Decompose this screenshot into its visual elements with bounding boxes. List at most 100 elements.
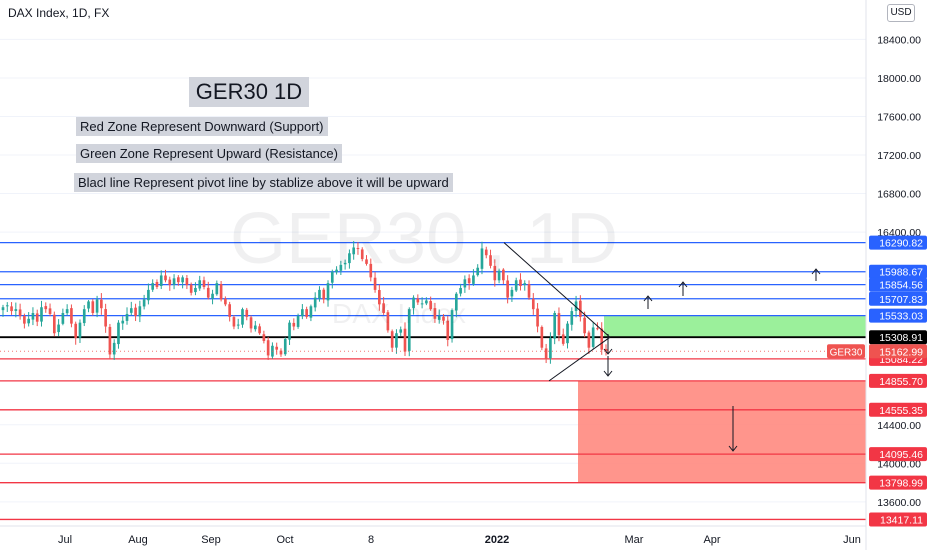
candle-body <box>219 284 223 300</box>
level-tag-bg <box>869 277 927 292</box>
level-tag-bg <box>869 447 927 462</box>
candle <box>386 310 390 333</box>
candle <box>570 307 574 331</box>
candle-body <box>600 328 604 350</box>
level-tag-text: 15308.91 <box>879 332 923 344</box>
candle-body <box>5 305 9 307</box>
current-price-value: 15162.99 <box>879 346 923 358</box>
current-price-value-bg <box>869 344 927 359</box>
arrow-up-icon <box>678 281 688 296</box>
candle <box>245 307 249 321</box>
candle <box>519 273 522 291</box>
candle <box>241 307 244 328</box>
candle <box>360 247 364 262</box>
candle <box>484 246 488 259</box>
candle <box>390 329 394 352</box>
level-tag-bg <box>869 308 927 323</box>
candle-body <box>506 280 509 298</box>
candle <box>159 270 163 290</box>
candle <box>476 264 480 277</box>
level-price-tag: 14555.35 <box>869 402 927 417</box>
arrow-down-icon <box>603 334 613 355</box>
level-price-tag: 15308.91 <box>869 330 927 345</box>
candle <box>155 279 159 290</box>
candle <box>5 302 9 312</box>
candle-body <box>561 334 565 344</box>
candle-body <box>134 307 137 316</box>
candle-body <box>91 301 95 314</box>
level-tag-text: 14855.70 <box>879 376 923 388</box>
candle <box>87 300 90 313</box>
candle <box>23 313 26 329</box>
candle-body <box>527 284 531 298</box>
candle-body <box>125 313 129 321</box>
candle-body <box>570 311 574 325</box>
candle-body <box>117 322 120 345</box>
candle <box>318 286 321 302</box>
level-lines <box>0 241 866 521</box>
candle-body <box>181 277 184 283</box>
candle-body <box>574 301 578 311</box>
candle <box>420 297 424 309</box>
x-tick-label: 8 <box>368 534 374 546</box>
candle-body <box>172 278 176 285</box>
candle <box>18 303 22 320</box>
candle-body <box>356 248 360 250</box>
candle-body <box>566 323 569 344</box>
candle-body <box>253 325 257 330</box>
candle-body <box>44 306 48 310</box>
candle-body <box>412 297 415 309</box>
candle <box>125 307 129 325</box>
candle-body <box>403 328 407 352</box>
currency-button[interactable]: USD <box>887 4 915 22</box>
x-tick-label: Aug <box>128 534 148 546</box>
candle <box>604 344 608 356</box>
candle-body <box>52 314 56 334</box>
candle-body <box>476 267 480 276</box>
candle-body <box>236 324 240 326</box>
candle-body <box>194 287 197 293</box>
candle-body <box>390 331 394 348</box>
candle-body <box>65 309 69 314</box>
candle <box>283 337 287 356</box>
candle-body <box>454 293 458 311</box>
current-price-tag: GER30 15162.99 <box>0 344 927 359</box>
candle <box>583 311 586 338</box>
arrow-head <box>678 281 688 288</box>
candle-body <box>544 348 548 360</box>
candle-body <box>318 289 321 299</box>
candle <box>365 255 368 266</box>
candle-body <box>258 326 261 334</box>
candle-body <box>348 253 351 264</box>
candle <box>224 296 227 307</box>
candle-body <box>279 350 283 355</box>
candle-body <box>177 277 180 283</box>
zone <box>604 315 866 338</box>
y-tick-label: 17600.00 <box>877 111 921 123</box>
candle-body <box>296 315 300 327</box>
candle-body <box>249 317 253 329</box>
level-price-tag: 15988.67 <box>869 264 927 279</box>
candle-body <box>523 283 527 285</box>
annotation-green-zone: Green Zone Represent Upward (Resistance) <box>76 144 342 163</box>
candle <box>211 289 214 305</box>
x-tick-label: 2022 <box>485 534 509 546</box>
level-tag-text: 15988.67 <box>879 267 923 279</box>
candle <box>429 296 432 311</box>
candle <box>232 315 236 330</box>
candle <box>189 282 193 296</box>
candle <box>339 260 343 276</box>
candle <box>266 337 270 361</box>
candle-body <box>215 283 219 295</box>
y-tick-label: 13600.00 <box>877 497 921 509</box>
level-tag-bg <box>869 512 927 527</box>
candle-body <box>27 318 30 324</box>
candle-body <box>211 293 214 299</box>
x-tick-label: Apr <box>703 534 720 546</box>
candle-body <box>138 306 142 317</box>
candle <box>480 241 484 275</box>
candle <box>510 286 514 302</box>
level-tag-text: 15854.56 <box>879 280 923 292</box>
candle <box>147 283 150 305</box>
